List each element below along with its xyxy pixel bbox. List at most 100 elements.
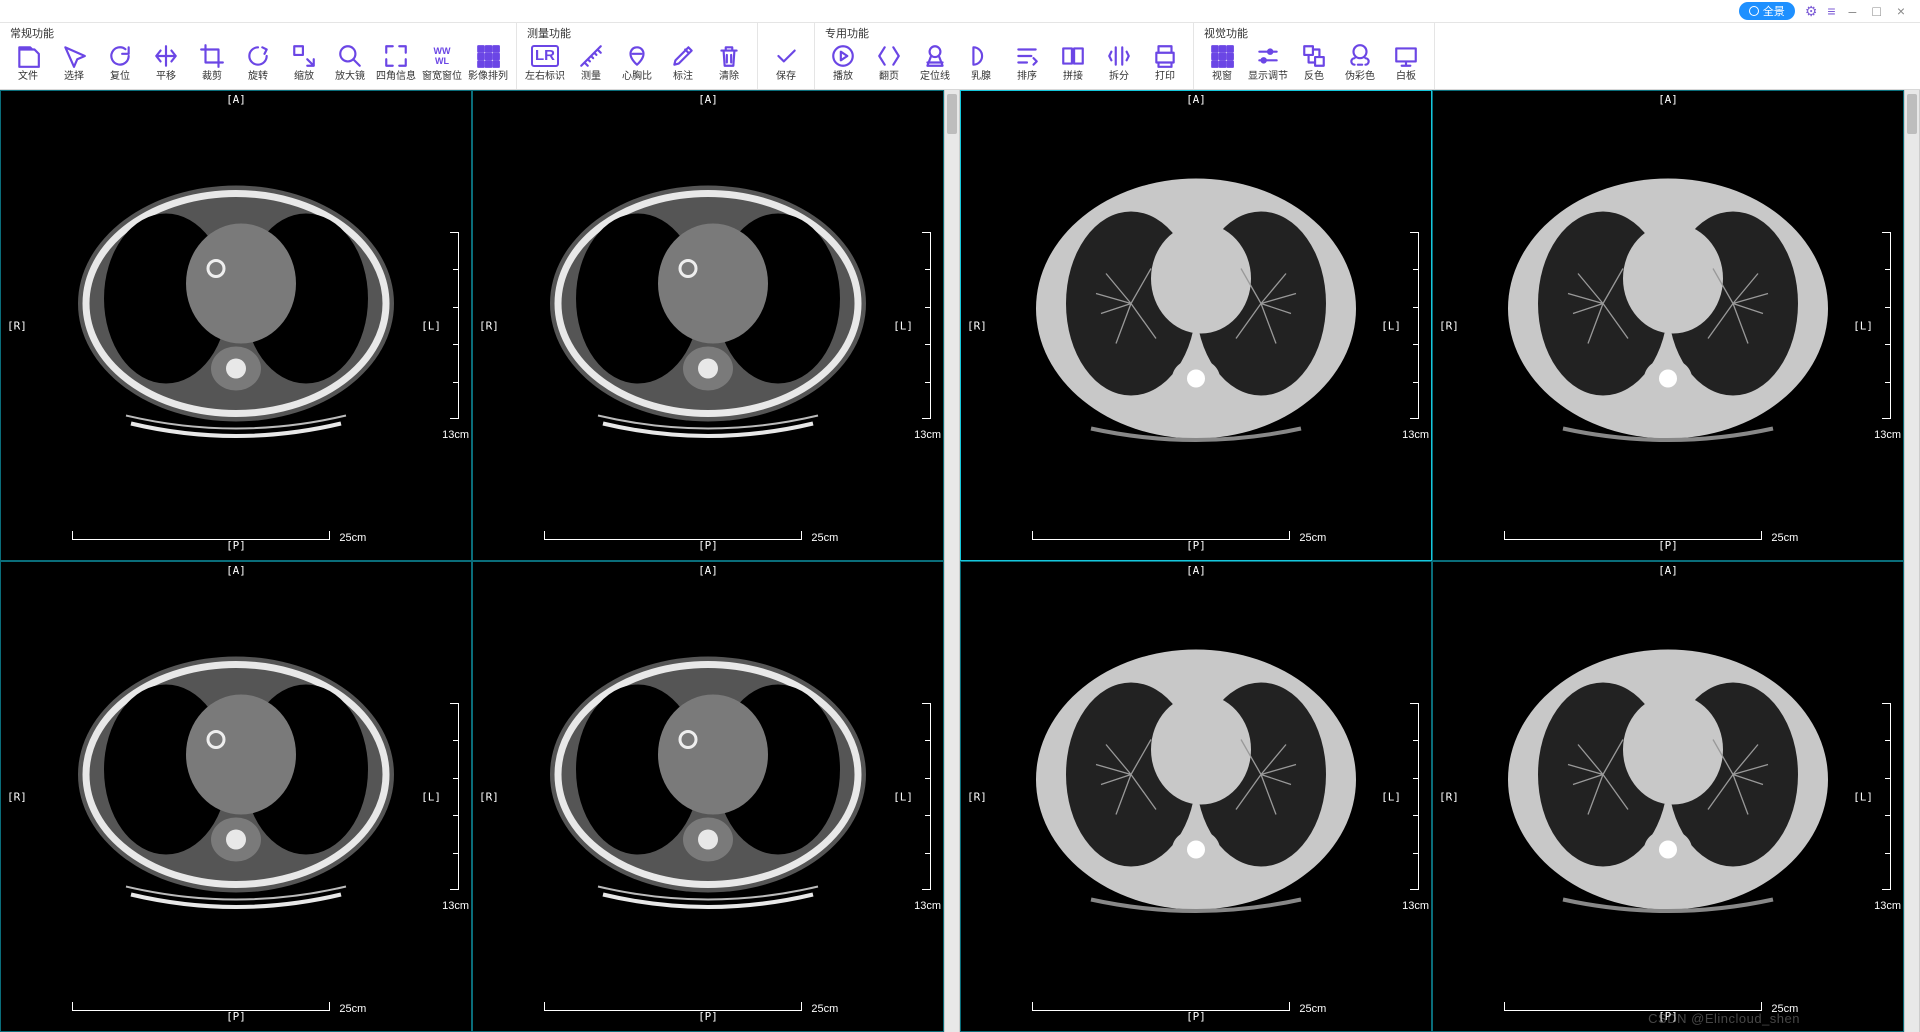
image-cell[interactable]: [A] [P] [R] [L] 13cm 25cm: [472, 90, 944, 561]
file-icon: [12, 41, 44, 71]
reset-label: 复位: [110, 71, 130, 83]
split-button[interactable]: 拆分: [1097, 39, 1141, 89]
ct-image: [543, 164, 873, 469]
display-adj-label: 显示调节: [1248, 71, 1288, 83]
stitch-button[interactable]: 拼接: [1051, 39, 1095, 89]
display-adj-icon: [1252, 41, 1284, 71]
scale-vertical: 13cm: [914, 900, 941, 912]
cardiothoracic-button[interactable]: 心胸比: [615, 39, 659, 89]
scout-button[interactable]: 定位线: [913, 39, 957, 89]
save-icon: [770, 41, 802, 71]
orientation-left: [R]: [967, 319, 987, 332]
menu-icon[interactable]: ≡: [1827, 3, 1835, 19]
orientation-left: [R]: [967, 790, 987, 803]
scale-horizontal: 25cm: [1299, 1003, 1326, 1015]
orientation-top: [A]: [1186, 564, 1206, 577]
scout-label: 定位线: [920, 71, 950, 83]
play-button[interactable]: 播放: [821, 39, 865, 89]
mammo-label: 乳腺: [971, 71, 991, 83]
ct-image: [1503, 164, 1833, 469]
measure-icon: [575, 41, 607, 71]
zoom-icon: [288, 41, 320, 71]
clear-button[interactable]: 清除: [707, 39, 751, 89]
save-button[interactable]: 保存: [764, 39, 808, 89]
image-cell[interactable]: [A] [P] [R] [L] 13cm 25cm: [1432, 561, 1904, 1032]
lr-mark-label: 左右标识: [525, 71, 565, 83]
invert-icon: [1298, 41, 1330, 71]
annotate-button[interactable]: 标注: [661, 39, 705, 89]
ruler-vertical: [1881, 703, 1891, 891]
sort-button[interactable]: 排序: [1005, 39, 1049, 89]
scale-vertical: 13cm: [1402, 429, 1429, 441]
display-adj-button[interactable]: 显示调节: [1246, 39, 1290, 89]
orientation-top: [A]: [1658, 564, 1678, 577]
corner-info-icon: [380, 41, 412, 71]
layout-label: 影像排列: [468, 71, 508, 83]
corner-info-button[interactable]: 四角信息: [374, 39, 418, 89]
ct-image: [71, 635, 401, 940]
mammo-button[interactable]: 乳腺: [959, 39, 1003, 89]
group-title: [764, 23, 808, 39]
pan-icon: [150, 41, 182, 71]
orientation-bottom: [P]: [1658, 539, 1678, 552]
orientation-top: [A]: [698, 93, 718, 106]
fullview-pill[interactable]: 全景: [1739, 2, 1795, 20]
viewport-button[interactable]: 视窗: [1200, 39, 1244, 89]
minimize-button[interactable]: –: [1846, 3, 1860, 19]
select-button[interactable]: 选择: [52, 39, 96, 89]
measure-button[interactable]: 测量: [569, 39, 613, 89]
orientation-bottom: [P]: [226, 539, 246, 552]
magnifier-button[interactable]: 放大镜: [328, 39, 372, 89]
orientation-left: [R]: [479, 319, 499, 332]
measure-label: 测量: [581, 71, 601, 83]
page-label: 翻页: [879, 71, 899, 83]
file-label: 文件: [18, 71, 38, 83]
image-cell[interactable]: [A] [P] [R] [L] 13cm 25cm: [960, 90, 1432, 561]
file-button[interactable]: 文件: [6, 39, 50, 89]
sort-icon: [1011, 41, 1043, 71]
image-cell[interactable]: [A] [P] [R] [L] 13cm 25cm: [960, 561, 1432, 1032]
orientation-bottom: [P]: [1658, 1010, 1678, 1023]
viewer: [A] [P] [R] [L] 13cm 25cm [A] [P] [R] [L…: [0, 90, 1920, 1032]
settings-icon[interactable]: ⚙: [1805, 3, 1818, 20]
image-cell[interactable]: [A] [P] [R] [L] 13cm 25cm: [472, 561, 944, 1032]
group-title: 常规功能: [6, 23, 510, 39]
page-button[interactable]: 翻页: [867, 39, 911, 89]
layout-button[interactable]: 影像排列: [466, 39, 510, 89]
whiteboard-button[interactable]: 白板: [1384, 39, 1428, 89]
orientation-bottom: [P]: [1186, 539, 1206, 552]
pseudo-icon: [1344, 41, 1376, 71]
pan-button[interactable]: 平移: [144, 39, 188, 89]
ct-image: [71, 164, 401, 469]
rotate-button[interactable]: 旋转: [236, 39, 280, 89]
scale-horizontal: 25cm: [811, 1003, 838, 1015]
window-level-button[interactable]: WWWL窗宽窗位: [420, 39, 464, 89]
layout-icon: [472, 41, 504, 71]
annotate-label: 标注: [673, 71, 693, 83]
crop-label: 裁剪: [202, 71, 222, 83]
close-button[interactable]: ×: [1894, 3, 1908, 19]
ruler-vertical: [921, 703, 931, 891]
image-cell[interactable]: [A] [P] [R] [L] 13cm 25cm: [0, 561, 472, 1032]
select-label: 选择: [64, 71, 84, 83]
reset-button[interactable]: 复位: [98, 39, 142, 89]
image-cell[interactable]: [A] [P] [R] [L] 13cm 25cm: [0, 90, 472, 561]
cardiothoracic-label: 心胸比: [622, 71, 652, 83]
pseudo-button[interactable]: 伪彩色: [1338, 39, 1382, 89]
crop-button[interactable]: 裁剪: [190, 39, 234, 89]
zoom-button[interactable]: 缩放: [282, 39, 326, 89]
lr-mark-button[interactable]: LR左右标识: [523, 39, 567, 89]
ruler-horizontal: [1504, 532, 1763, 540]
scale-vertical: 13cm: [1402, 900, 1429, 912]
print-button[interactable]: 打印: [1143, 39, 1187, 89]
image-cell[interactable]: [A] [P] [R] [L] 13cm 25cm: [1432, 90, 1904, 561]
ruler-vertical: [1409, 232, 1419, 420]
scale-horizontal: 25cm: [1299, 532, 1326, 544]
scrollbar-right[interactable]: [1904, 90, 1920, 1032]
maximize-button[interactable]: □: [1869, 3, 1883, 19]
magnifier-icon: [334, 41, 366, 71]
invert-button[interactable]: 反色: [1292, 39, 1336, 89]
ruler-horizontal: [72, 1003, 331, 1011]
scrollbar-left[interactable]: [944, 90, 960, 1032]
group-g4: 专用功能播放翻页定位线乳腺排序拼接拆分打印: [815, 23, 1194, 89]
